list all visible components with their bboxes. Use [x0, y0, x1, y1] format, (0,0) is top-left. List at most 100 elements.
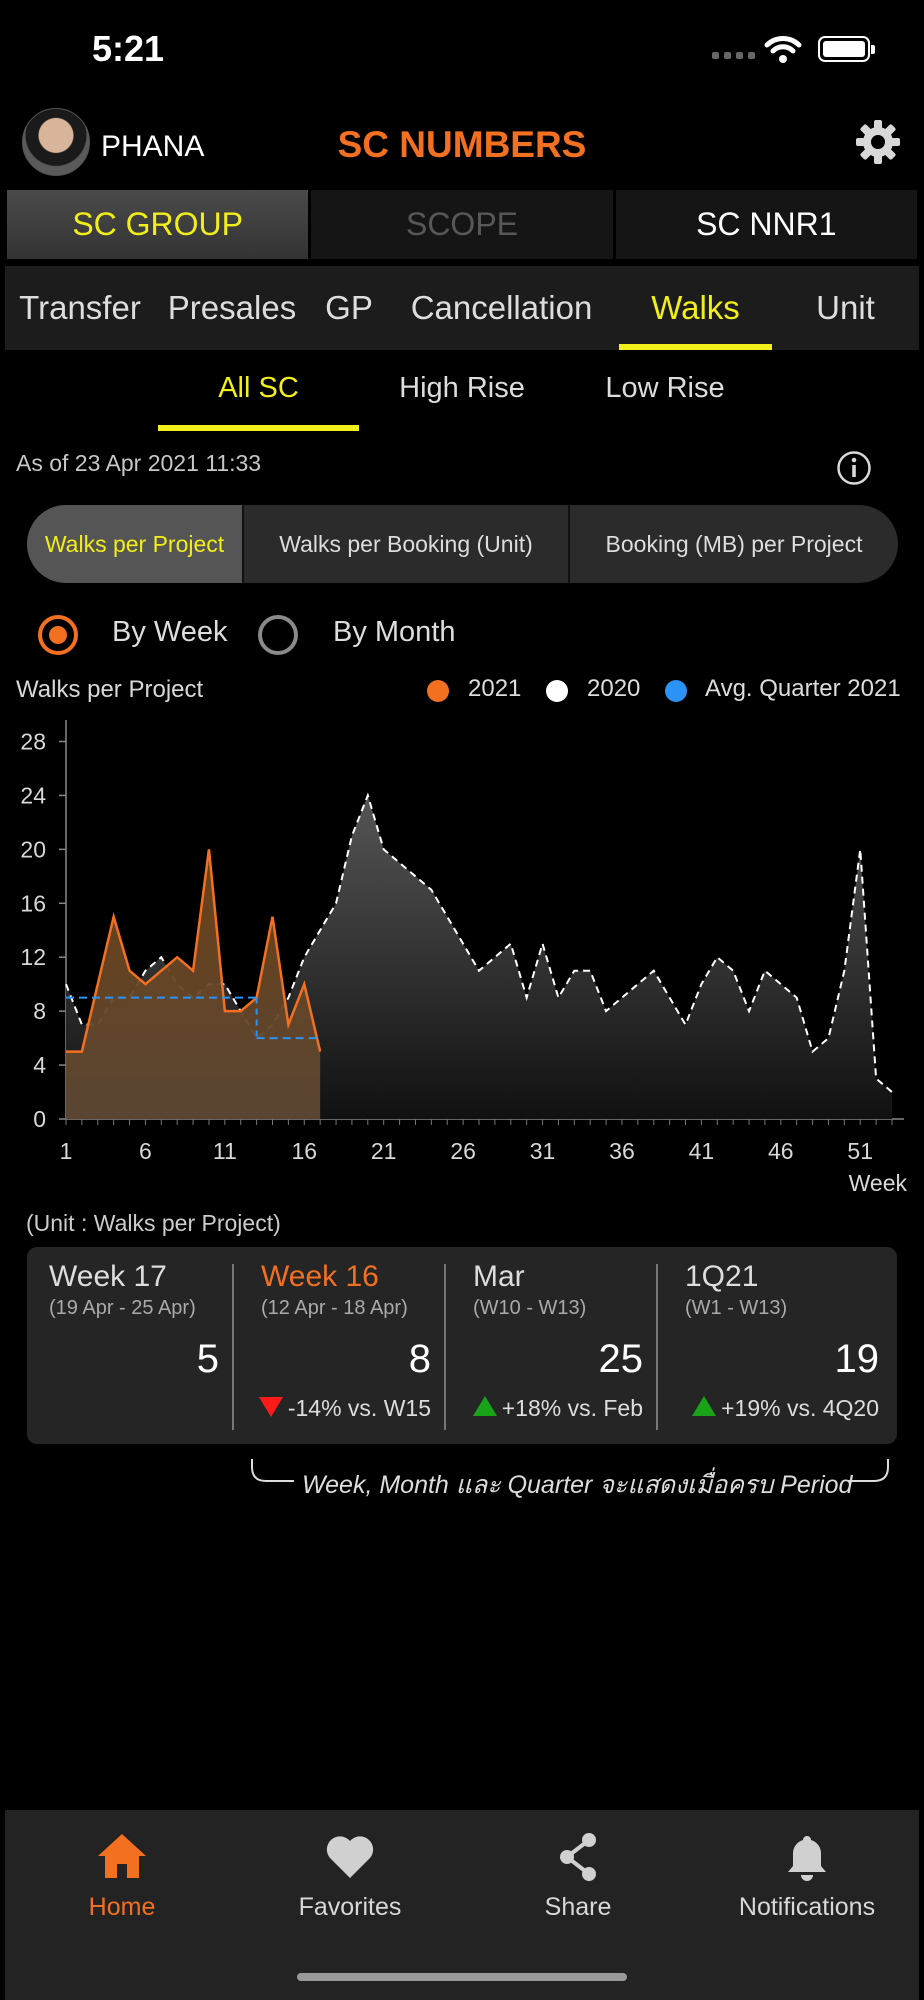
y-tick-label: 4 — [33, 1052, 46, 1078]
legend-2021: 2021 — [468, 675, 522, 702]
nav-label: Notifications — [738, 1893, 876, 1921]
summary-quarter[interactable]: 1Q21 (W1 - W13) 19 +19% vs. 4Q20 — [656, 1247, 897, 1444]
active-type-indicator — [158, 425, 359, 431]
x-tick-label: 21 — [371, 1138, 397, 1164]
summary-change: +18% vs. Feb — [472, 1395, 643, 1422]
option-booking-per-project[interactable]: Booking (MB) per Project — [605, 530, 863, 557]
summary-title: 1Q21 — [685, 1260, 759, 1293]
nav-label: Share — [544, 1893, 612, 1921]
summary-week-17[interactable]: Week 17 (19 Apr - 25 Apr) 5 — [27, 1247, 237, 1444]
summary-title: Mar — [473, 1260, 525, 1293]
type-tabs: All SC High Rise Low Rise — [0, 360, 924, 432]
app-title: SC NUMBERS — [337, 124, 587, 165]
group-tabs: SC GROUP SCOPE SC NNR1 — [7, 190, 917, 259]
y-tick-label: 20 — [20, 836, 46, 862]
tab-low-rise[interactable]: Low Rise — [605, 372, 725, 404]
info-icon[interactable] — [836, 450, 872, 486]
summary-week-16[interactable]: Week 16 (12 Apr - 18 Apr) 8 -14% vs. W15 — [232, 1247, 449, 1444]
bell-icon — [788, 1836, 826, 1881]
x-tick-label: 1 — [60, 1138, 73, 1164]
x-tick-label: 26 — [450, 1138, 476, 1164]
x-tick-label: 6 — [139, 1138, 152, 1164]
legend-dot-2021 — [427, 680, 449, 702]
avatar[interactable] — [22, 108, 90, 176]
nav-home[interactable]: Home — [17, 1830, 227, 1930]
area-2021 — [66, 849, 321, 1119]
line-2020 — [65, 792, 893, 1093]
tab-cancellation[interactable]: Cancellation — [410, 289, 593, 326]
y-tick-label: 28 — [20, 728, 46, 754]
tab-scope[interactable]: SCOPE — [311, 190, 613, 259]
tab-high-rise[interactable]: High Rise — [399, 372, 525, 404]
summary-month[interactable]: Mar (W10 - W13) 25 +18% vs. Feb — [444, 1247, 661, 1444]
summary-value: 5 — [196, 1337, 219, 1381]
status-bar: 5:21 — [0, 0, 924, 100]
battery-icon — [818, 36, 875, 62]
heart-icon — [326, 1836, 374, 1878]
change-text: +19% vs. 4Q20 — [721, 1395, 879, 1421]
legend-dot-2020 — [546, 680, 568, 702]
wifi-icon — [764, 36, 802, 63]
by-week-radio[interactable] — [38, 615, 78, 655]
tab-presales[interactable]: Presales — [167, 289, 297, 326]
app-header: PHANA SC NUMBERS — [0, 100, 924, 186]
summary-card: Week 17 (19 Apr - 25 Apr) 5 Week 16 (12 … — [27, 1247, 897, 1444]
x-tick-label: 41 — [689, 1138, 715, 1164]
summary-title: Week 17 — [49, 1260, 167, 1293]
nav-share[interactable]: Share — [473, 1830, 683, 1930]
period-toggle: By Week By Month — [38, 613, 458, 657]
up-arrow-icon — [692, 1396, 717, 1416]
period-note: Week, Month และ Quarter จะแสดงเมื่อครบ P… — [250, 1459, 890, 1499]
x-axis-label: Week — [849, 1170, 908, 1196]
x-tick-label: 51 — [847, 1138, 873, 1164]
option-walks-per-project[interactable]: Walks per Project — [27, 505, 244, 583]
summary-change: -14% vs. W15 — [258, 1395, 431, 1422]
tab-unit[interactable]: Unit — [816, 289, 875, 326]
by-month-radio[interactable] — [258, 615, 298, 655]
summary-subtitle: (W1 - W13) — [685, 1297, 788, 1319]
by-week-label[interactable]: By Week — [112, 616, 228, 648]
summary-title: Week 16 — [261, 1260, 379, 1293]
y-tick-label: 0 — [33, 1106, 46, 1132]
option-walks-per-booking[interactable]: Walks per Booking (Unit) — [244, 505, 570, 583]
summary-subtitle: (19 Apr - 25 Apr) — [49, 1297, 196, 1319]
status-time: 5:21 — [92, 28, 165, 69]
nav-label: Home — [88, 1893, 156, 1921]
y-tick-label: 12 — [20, 944, 46, 970]
cellular-signal-icon — [712, 52, 755, 59]
nav-label: Favorites — [298, 1893, 402, 1921]
x-tick-label: 36 — [609, 1138, 635, 1164]
up-arrow-icon — [472, 1396, 497, 1416]
change-text: -14% vs. W15 — [287, 1395, 431, 1421]
y-tick-label: 16 — [20, 890, 46, 916]
summary-subtitle: (12 Apr - 18 Apr) — [261, 1297, 408, 1319]
legend-avg-quarter: Avg. Quarter 2021 — [705, 675, 901, 702]
tab-sc-nnr1[interactable]: SC NNR1 — [615, 190, 917, 259]
change-text: +18% vs. Feb — [501, 1395, 643, 1421]
summary-value: 25 — [598, 1337, 644, 1381]
summary-value: 19 — [834, 1337, 880, 1381]
x-tick-label: 16 — [291, 1138, 317, 1164]
chart-label: Walks per Project — [16, 676, 204, 703]
home-indicator — [297, 1973, 627, 1981]
tab-all-sc[interactable]: All SC — [218, 372, 299, 404]
nav-favorites[interactable]: Favorites — [245, 1830, 455, 1930]
y-tick-label: 24 — [20, 782, 46, 808]
legend-2020: 2020 — [587, 675, 641, 702]
tab-gp[interactable]: GP — [325, 289, 373, 326]
bottom-nav: Home Favorites Share Notifications — [5, 1810, 919, 2000]
period-note-text: Week, Month และ Quarter จะแสดงเมื่อครบ P… — [302, 1471, 853, 1499]
metric-tabs: Transfer Presales GP Cancellation Walks … — [5, 266, 919, 350]
y-tick-label: 8 — [33, 998, 46, 1024]
gear-icon[interactable] — [854, 118, 902, 166]
tab-walks[interactable]: Walks — [651, 289, 740, 326]
nav-notifications[interactable]: Notifications — [702, 1830, 912, 1930]
by-month-label[interactable]: By Month — [333, 616, 456, 648]
view-segment: Walks per Project Walks per Booking (Uni… — [27, 505, 898, 583]
tab-transfer[interactable]: Transfer — [19, 289, 141, 326]
home-icon — [98, 1834, 146, 1878]
summary-value: 8 — [408, 1337, 431, 1381]
x-tick-label: 31 — [530, 1138, 556, 1164]
tab-sc-group[interactable]: SC GROUP — [7, 190, 309, 259]
